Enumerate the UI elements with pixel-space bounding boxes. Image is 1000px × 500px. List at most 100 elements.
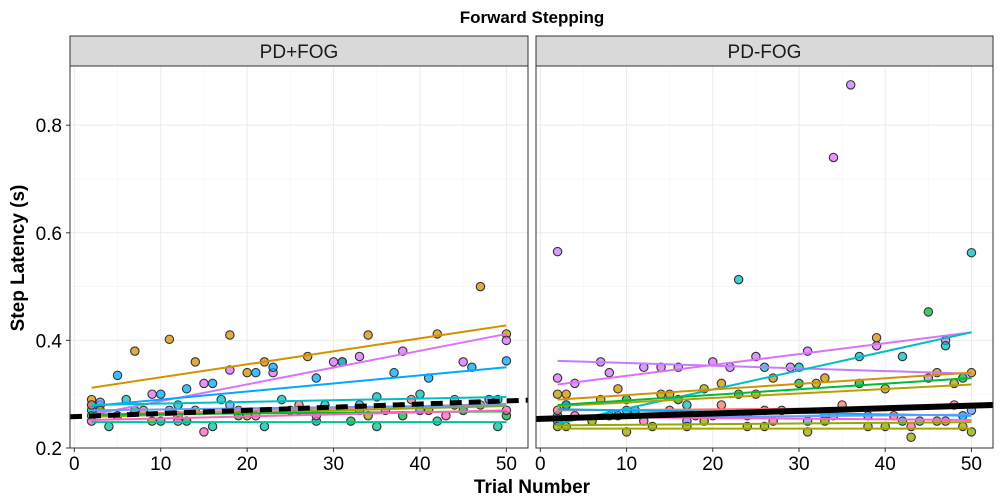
series-fit-line (557, 331, 972, 386)
series-fit-line (557, 331, 972, 425)
series-fit-line (91, 409, 507, 422)
series-fit-line (557, 359, 972, 375)
x-tick-label: 20 (237, 454, 258, 475)
data-point (363, 330, 373, 340)
data-point (268, 362, 278, 373)
data-point (552, 246, 563, 257)
facet-strip (535, 35, 994, 67)
x-tick-label: 30 (323, 454, 344, 475)
x-tick-label: 20 (702, 454, 723, 475)
data-point (130, 346, 140, 356)
x-tick-label: 50 (961, 454, 982, 475)
data-point (458, 357, 468, 367)
chart-panels: PD+FOG PD-FOG (69, 35, 994, 449)
x-axis-1: 0 10 20 30 40 50 (535, 448, 982, 475)
x-tick-label: 40 (875, 454, 896, 475)
data-point (493, 421, 503, 432)
panel-background (535, 65, 994, 449)
data-point (346, 416, 356, 426)
data-point (906, 432, 916, 442)
data-point (897, 351, 908, 362)
x-tick-label: 40 (409, 454, 430, 475)
data-point (932, 416, 942, 426)
data-point (475, 281, 486, 292)
panel-1: PD-FOG (535, 35, 994, 449)
data-point (940, 341, 951, 351)
x-tick-label: 10 (150, 454, 171, 475)
data-point (181, 384, 192, 394)
data-point (225, 330, 235, 340)
data-point (871, 332, 882, 343)
y-axis: 0.2 0.4 0.6 0.8 (36, 116, 70, 460)
series-fit-line (91, 332, 507, 416)
data-point (716, 400, 727, 410)
y-tick-label: 0.8 (36, 116, 62, 137)
x-tick-label: 0 (535, 454, 546, 475)
overall-fit-line (536, 401, 993, 422)
series-fit-line (557, 377, 972, 406)
panel-data (536, 80, 993, 442)
series-fit-line (91, 366, 507, 408)
data-point (164, 334, 175, 345)
x-axes: 0 10 20 30 40 50 0 10 20 30 40 50 (69, 448, 982, 475)
overall-fit-line (70, 397, 528, 420)
y-tick-label: 0.2 (36, 439, 62, 460)
series-fit-line (557, 383, 972, 408)
data-point (104, 421, 114, 432)
x-axis-0: 0 10 20 30 40 50 (69, 448, 517, 475)
data-point (155, 389, 166, 399)
series-fit-line (557, 371, 972, 401)
data-point (372, 421, 382, 432)
data-point (276, 394, 287, 405)
facet-label: PD+FOG (260, 42, 339, 63)
data-point (682, 400, 692, 410)
data-point (112, 370, 123, 381)
data-point (501, 356, 512, 366)
data-point (389, 367, 399, 378)
x-axis-title: Trial Number (474, 477, 591, 498)
data-point (251, 367, 261, 378)
data-point (199, 378, 209, 389)
data-point (259, 421, 270, 432)
data-point (207, 421, 218, 432)
panel-border (69, 65, 529, 449)
data-point (923, 307, 934, 317)
data-point (940, 416, 951, 426)
data-point (173, 400, 183, 410)
series-fit-line (91, 324, 507, 389)
data-point (242, 367, 252, 378)
data-point (613, 384, 623, 394)
data-point (871, 341, 882, 351)
data-point (820, 373, 830, 383)
data-point (914, 416, 925, 426)
y-axis-title: Step Latency (s) (8, 185, 29, 332)
data-point (552, 389, 563, 399)
facet-label: PD-FOG (728, 42, 802, 63)
series-fit-line (91, 395, 507, 406)
panel-border (535, 65, 994, 449)
data-point (415, 389, 425, 399)
x-tick-label: 50 (496, 454, 517, 475)
data-point (966, 247, 977, 258)
chart-title: Forward Stepping (460, 8, 605, 27)
data-point (552, 373, 563, 383)
data-point (828, 152, 839, 163)
data-point (561, 389, 571, 399)
facet-strip (69, 35, 529, 67)
data-point (432, 416, 443, 426)
data-point (190, 357, 201, 367)
data-point (501, 335, 512, 346)
series-fit-line (557, 421, 972, 427)
data-point (733, 274, 744, 285)
data-point (845, 80, 856, 90)
x-tick-label: 0 (69, 454, 80, 475)
y-tick-label: 0.4 (36, 331, 63, 352)
data-point (199, 427, 209, 437)
panel-0: PD+FOG (69, 35, 529, 449)
data-point (328, 357, 339, 367)
data-point (897, 416, 908, 426)
data-point (147, 389, 157, 399)
data-point (604, 367, 615, 378)
panel-data (70, 281, 528, 437)
